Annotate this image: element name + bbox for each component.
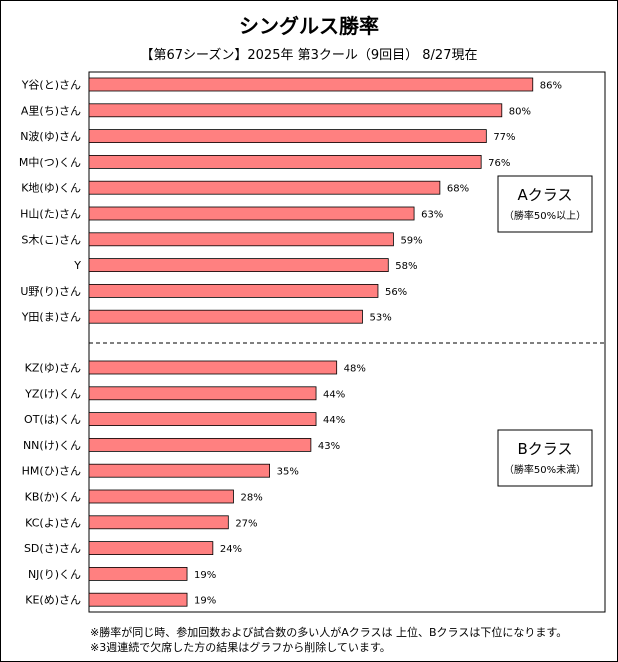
category-label: KC(よ)さん xyxy=(25,516,81,529)
bar xyxy=(88,129,487,144)
class-a-label: Aクラス xyxy=(518,186,573,204)
value-label: 27% xyxy=(235,518,257,529)
value-label: 19% xyxy=(194,596,216,607)
bar xyxy=(88,463,271,478)
bar xyxy=(88,309,363,324)
bar xyxy=(88,592,188,607)
chart-subtitle: 【第67シーズン】2025年 第3クール（9回目） 8/27現在 xyxy=(140,48,478,63)
bar xyxy=(88,77,534,92)
value-label: 77% xyxy=(493,132,515,143)
category-label: Y田(ま)さん xyxy=(21,311,81,324)
footnote-tie-rule: ※勝率が同じ時、参加回数および試合数の多い人がAクラスは 上位、Bクラスは下位に… xyxy=(90,626,568,639)
class-b-box xyxy=(497,429,593,487)
value-label: 53% xyxy=(369,313,391,324)
value-label: 63% xyxy=(421,210,443,221)
value-label: 68% xyxy=(447,184,469,195)
bar xyxy=(88,206,415,221)
bar xyxy=(88,283,379,298)
plot-area xyxy=(88,71,606,613)
bar xyxy=(88,567,188,581)
class-a-box xyxy=(497,175,593,233)
value-label: 76% xyxy=(488,158,510,169)
value-label: 43% xyxy=(318,441,340,452)
category-label: KE(め)さん xyxy=(25,594,81,607)
category-label: Y谷(と)さん xyxy=(21,79,81,92)
category-label: A里(ち)さん xyxy=(21,104,81,117)
value-label: 58% xyxy=(395,261,417,272)
class-b-sublabel: （勝率50%未満） xyxy=(504,463,586,476)
value-label: 48% xyxy=(344,364,366,375)
bar xyxy=(88,180,441,195)
category-label: KB(か)くん xyxy=(25,491,81,504)
bar xyxy=(88,360,338,375)
value-label: 56% xyxy=(385,287,407,298)
bar xyxy=(88,437,312,452)
value-label: 44% xyxy=(323,415,345,426)
value-label: 19% xyxy=(194,570,216,581)
category-label: Y xyxy=(73,259,81,272)
value-label: 28% xyxy=(240,493,262,504)
category-label: SD(さ)さん xyxy=(24,542,81,555)
category-label: S木(こ)さん xyxy=(21,233,81,246)
value-label: 35% xyxy=(277,467,299,478)
bar xyxy=(88,232,394,247)
category-label: U野(り)さん xyxy=(20,285,81,298)
category-label: N波(ゆ)さん xyxy=(20,130,81,143)
bar xyxy=(88,154,482,169)
category-label: K地(ゆ)くん xyxy=(21,182,81,195)
category-label: HM(ひ)さん xyxy=(22,465,81,478)
bar xyxy=(88,541,214,555)
class-b-label: Bクラス xyxy=(518,440,573,458)
category-label: YZ(け)くん xyxy=(24,387,81,400)
footnote-absence-rule: ※3週連続で欠席した方の結果はグラフから削除しています。 xyxy=(90,641,391,654)
bar xyxy=(88,412,317,427)
category-label: OT(は)くん xyxy=(24,413,81,426)
category-label: M中(つ)くん xyxy=(19,156,81,169)
bar xyxy=(88,386,317,401)
class-a-sublabel: （勝率50%以上） xyxy=(504,209,586,222)
category-label: NJ(り)くん xyxy=(28,568,81,581)
bar xyxy=(88,258,389,273)
value-label: 59% xyxy=(400,235,422,246)
category-label: NN(け)くん xyxy=(23,439,81,452)
bar xyxy=(88,103,503,118)
chart-title: シングルス勝率 xyxy=(239,14,379,38)
bar xyxy=(88,489,234,504)
bar xyxy=(88,515,229,530)
category-label: KZ(ゆ)さん xyxy=(25,362,81,375)
value-label: 80% xyxy=(509,106,531,117)
category-label: H山(た)さん xyxy=(20,208,81,221)
value-label: 86% xyxy=(540,81,562,92)
value-label: 44% xyxy=(323,389,345,400)
value-label: 24% xyxy=(220,544,242,555)
